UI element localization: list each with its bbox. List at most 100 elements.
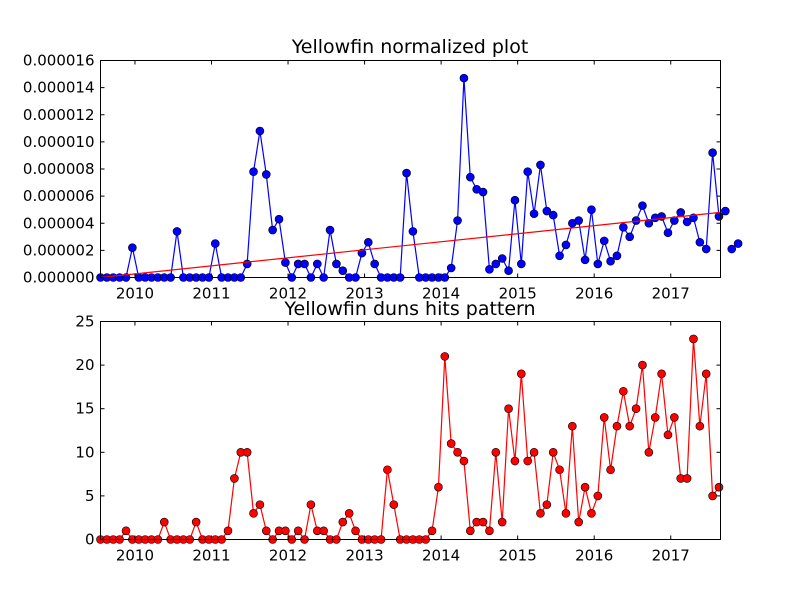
data-point xyxy=(268,225,277,235)
data-point xyxy=(599,413,609,422)
data-point xyxy=(529,447,539,457)
data-point xyxy=(695,421,705,431)
data-point xyxy=(466,526,475,536)
data-point xyxy=(574,216,584,225)
data-point xyxy=(230,474,239,483)
data-point xyxy=(128,243,137,252)
y-tick-label: 5 xyxy=(85,487,95,505)
data-point xyxy=(638,201,647,210)
y-tick-label: 0.000004 xyxy=(23,214,95,232)
y-tick-label: 20 xyxy=(75,356,94,374)
normalized-plot-marks xyxy=(96,73,743,282)
duns-hits-chart: Yellowfin duns hits pattern 0 5 10 15 20 25 20… xyxy=(75,298,724,565)
x-tick-label: 2014 xyxy=(422,285,460,303)
data-point xyxy=(485,265,494,274)
data-point xyxy=(638,360,647,370)
data-point xyxy=(338,517,348,527)
normalized-plot-frame xyxy=(100,60,721,278)
data-point xyxy=(459,73,469,83)
x-tick-label: 2017 xyxy=(652,285,690,303)
data-point xyxy=(574,517,584,527)
x-tick-label: 2013 xyxy=(345,285,383,303)
series-line xyxy=(100,211,721,278)
data-point xyxy=(191,517,201,527)
data-point xyxy=(351,526,360,536)
data-point xyxy=(529,209,539,219)
y-tick-label: 0 xyxy=(85,531,95,549)
y-tick-label: 0.000014 xyxy=(23,79,95,97)
data-point xyxy=(663,228,673,238)
data-point xyxy=(478,517,488,527)
data-point xyxy=(606,465,615,475)
data-point xyxy=(453,216,462,225)
data-point xyxy=(561,240,571,250)
data-point xyxy=(402,168,411,178)
data-point xyxy=(172,227,182,236)
data-point xyxy=(332,259,341,269)
data-point xyxy=(555,465,564,475)
chart-title: Yellowfin normalized plot xyxy=(291,36,529,58)
data-point xyxy=(255,500,265,509)
data-point xyxy=(121,526,131,536)
data-point xyxy=(261,526,271,536)
data-point xyxy=(261,170,271,179)
data-point xyxy=(721,206,730,216)
data-point xyxy=(682,474,692,483)
data-point xyxy=(293,526,303,536)
data-point xyxy=(466,172,475,182)
x-tick-label: 2016 xyxy=(575,547,613,565)
x-tick-label: 2014 xyxy=(422,547,460,565)
data-point xyxy=(555,251,564,261)
data-point xyxy=(644,218,654,228)
data-point xyxy=(714,212,724,221)
y-tick-label: 0.000008 xyxy=(23,160,95,178)
x-tick-label: 2011 xyxy=(192,547,230,565)
data-point xyxy=(517,369,526,379)
duns-hits-frame xyxy=(100,321,721,540)
duns-hits-marks xyxy=(96,334,724,544)
data-point xyxy=(593,491,603,501)
data-point xyxy=(523,456,533,466)
data-point xyxy=(255,126,265,136)
data-point xyxy=(491,447,501,457)
data-point xyxy=(338,266,348,276)
data-point xyxy=(434,482,443,492)
data-point xyxy=(249,509,258,518)
data-point xyxy=(593,259,603,269)
data-point xyxy=(599,236,609,246)
data-point xyxy=(223,526,233,536)
data-point xyxy=(517,259,526,269)
data-point xyxy=(689,334,698,344)
data-point xyxy=(510,456,520,466)
data-point xyxy=(281,258,290,267)
y-tick-label: 10 xyxy=(75,443,94,461)
data-point xyxy=(300,259,309,269)
x-tick-label: 2015 xyxy=(499,285,537,303)
data-point xyxy=(714,482,724,492)
data-point xyxy=(446,439,456,448)
data-point xyxy=(370,259,379,269)
y-tick-label: 25 xyxy=(75,313,94,331)
y-tick-label: 0.000000 xyxy=(23,269,95,287)
data-point xyxy=(701,369,711,379)
data-point xyxy=(491,259,501,269)
data-point xyxy=(619,386,628,396)
data-point xyxy=(344,509,354,518)
y-tick-label: 0.000016 xyxy=(23,52,95,70)
data-point xyxy=(670,413,679,422)
data-point xyxy=(612,421,622,431)
data-point xyxy=(542,500,552,509)
data-point xyxy=(612,251,622,261)
data-point xyxy=(453,447,462,457)
data-point xyxy=(727,244,737,254)
data-point xyxy=(363,237,373,247)
data-point xyxy=(357,248,367,258)
data-point xyxy=(249,167,258,177)
data-point xyxy=(306,500,316,509)
data-point xyxy=(580,482,590,492)
data-point xyxy=(159,517,169,527)
data-point xyxy=(497,517,507,527)
data-point xyxy=(319,526,328,536)
data-point xyxy=(274,214,284,224)
